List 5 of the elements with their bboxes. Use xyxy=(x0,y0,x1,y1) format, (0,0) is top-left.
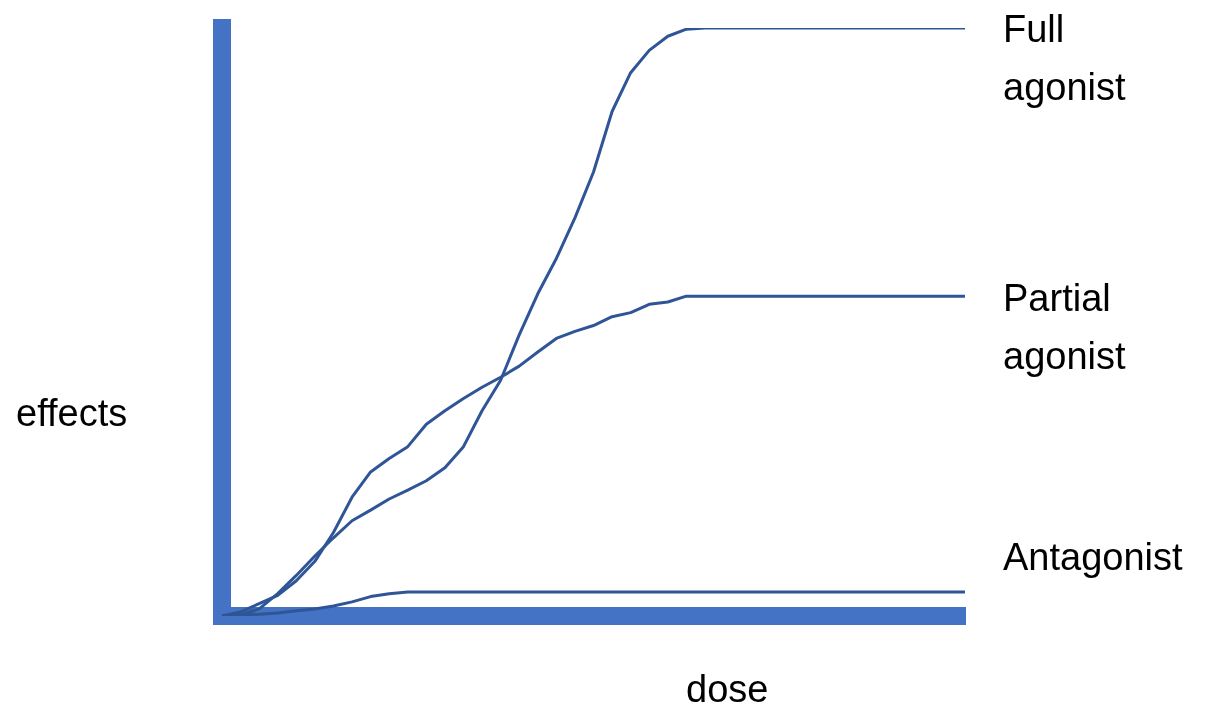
series-label: Partial agonist xyxy=(1003,276,1126,377)
series-label: Full agonist xyxy=(1003,8,1126,109)
x-axis-title: dose xyxy=(686,668,769,711)
series-label: Antagonist xyxy=(1003,536,1184,579)
y-axis-title: effects xyxy=(16,392,128,435)
